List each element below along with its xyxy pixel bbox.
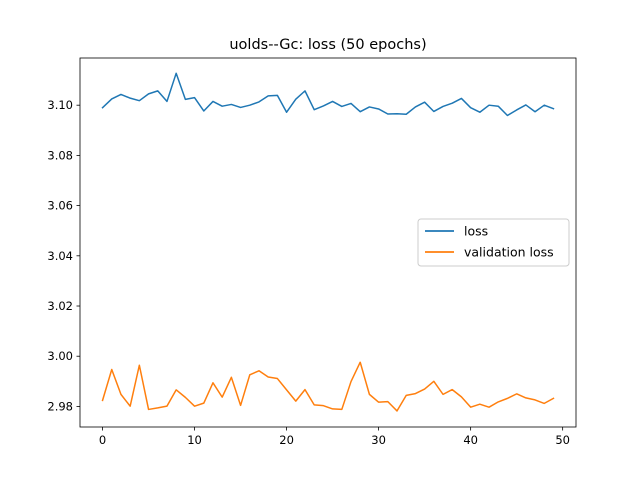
legend-label-loss: loss <box>464 224 488 239</box>
y-tick-label: 3.10 <box>47 98 73 112</box>
y-tick-label: 3.06 <box>47 199 73 213</box>
plot-frame <box>79 57 577 428</box>
series-line-loss <box>101 72 555 117</box>
x-tick-label: 10 <box>187 433 202 447</box>
x-tick-label: 20 <box>279 433 294 447</box>
x-tick-label: 50 <box>555 433 570 447</box>
y-tick-label: 3.00 <box>47 349 73 363</box>
y-tick-label: 3.04 <box>47 249 73 263</box>
y-tick-label: 3.02 <box>47 299 73 313</box>
legend: loss validation loss <box>417 218 570 267</box>
y-tick-label: 3.08 <box>47 148 73 162</box>
series-lines <box>101 72 555 412</box>
legend-box <box>417 218 570 267</box>
x-tick-label: 0 <box>99 433 106 447</box>
chart-title: uolds--Gc: loss (50 epochs) <box>229 37 426 53</box>
x-tick-label: 30 <box>371 433 386 447</box>
y-tick-label: 2.98 <box>47 399 73 413</box>
legend-label-validation-loss: validation loss <box>464 245 554 260</box>
x-tick-label: 40 <box>463 433 478 447</box>
x-axis: 0 10 20 30 40 50 <box>99 427 570 447</box>
y-axis: 2.98 3.00 3.02 3.04 3.06 3.08 3.10 <box>47 98 80 413</box>
series-line-validation-loss <box>101 361 555 412</box>
